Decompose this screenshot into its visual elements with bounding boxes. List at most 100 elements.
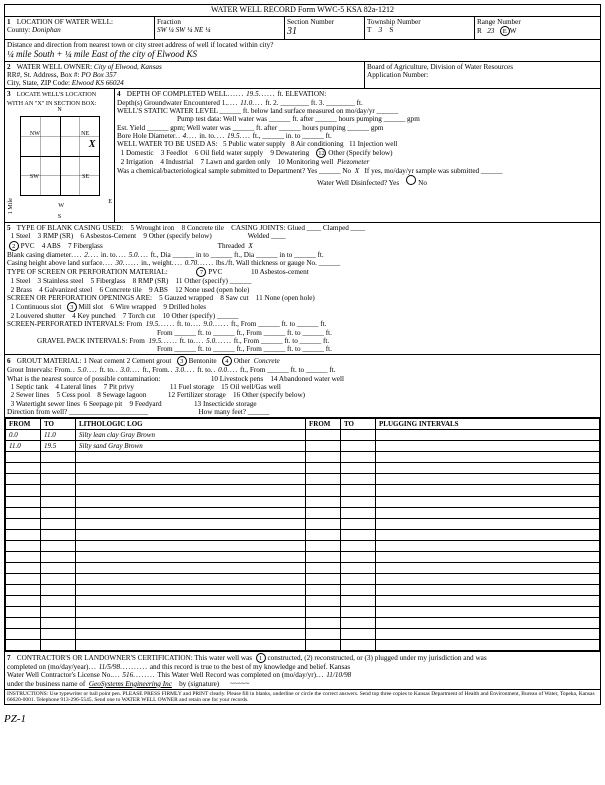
s5-sp10: 10 Other (specify) ______: [162, 312, 238, 320]
s5-sp3: Mill slot: [79, 303, 104, 311]
s6-o1: 1 Septic tank: [11, 383, 49, 391]
township-n: 3: [379, 26, 383, 34]
diag-se: SE: [82, 174, 89, 181]
s4-disinf-v: No: [418, 179, 427, 187]
s7-hdr: CONTRACTOR'S OR LANDOWNER'S CERTIFICATIO…: [17, 654, 252, 662]
s5-sc1: 1 Steel: [11, 277, 31, 285]
log-r2-d: Silty sand Gray Brown: [76, 441, 306, 452]
s6-hm: How many feet? ______: [198, 408, 269, 416]
s6-o2: 2 Sewer lines: [11, 391, 50, 399]
s6-g3: Bentonite: [189, 357, 217, 365]
s5-c2-circle: 2: [9, 241, 19, 251]
fraction-lbl: Fraction: [157, 18, 181, 26]
s4-u10: 10 Monitoring well: [278, 158, 334, 166]
log-r1-t: 11.0: [41, 430, 76, 441]
s5-c9: 9 Other (specify below): [143, 232, 211, 240]
s5-bcd2: 5.0: [129, 251, 138, 259]
s6-o16: 16 Other (specify below): [233, 391, 305, 399]
s5-num: 5: [7, 224, 15, 232]
log-r2-f: 11.0: [6, 441, 41, 452]
s7-lic: 516: [122, 671, 133, 679]
s7-o1: constructed, (2) reconstructed, or (3) p…: [267, 654, 486, 662]
s6-g3-circle: 3: [177, 356, 187, 366]
s6-o7: 7 Pit privy: [104, 383, 134, 391]
s4-u11: 11 Injection well: [349, 140, 397, 148]
s5-sc6: 6 Concrete tile: [99, 286, 141, 294]
range-w: W: [510, 27, 517, 35]
s5-sp8: 8 Saw cut: [220, 294, 248, 302]
range-ew-circle: E: [500, 26, 510, 36]
s2-num: 2: [7, 63, 15, 71]
section: 31: [287, 26, 297, 37]
log-r2-t: 19.5: [41, 441, 76, 452]
s7-biz: GeoSystems Engineering Inc: [89, 680, 172, 688]
board: Board of Agriculture, Division of Water …: [367, 63, 513, 71]
log-row: 11.0 19.5 Silty sand Gray Brown: [6, 441, 600, 452]
s5-spi-m: ft. to: [177, 320, 191, 328]
s6-gi3: 3.0: [175, 366, 184, 374]
range-n: 23: [487, 27, 494, 35]
s4-depth: 19.5: [246, 90, 259, 98]
s5-scr: TYPE OF SCREEN OR PERFORATION MATERIAL:: [7, 268, 168, 276]
s4-u2: 2 Irrigation: [121, 158, 154, 166]
s5-sc9: 9 ABS: [149, 286, 168, 294]
s4-u8: 8 Air conditioning: [291, 140, 344, 148]
s5-gpi: GRAVEL PACK INTERVALS: From: [37, 337, 145, 345]
page-footer: PZ-1: [4, 713, 601, 726]
s4-depth-u: ft. ELEVATION:: [277, 90, 326, 98]
s6-g4-circle: 4: [222, 356, 232, 366]
s5-ct-x: X: [248, 242, 252, 250]
s5-sc3: 3 Stainless steel: [38, 277, 84, 285]
s7-l2b: and this record is true to the best of m…: [150, 663, 350, 671]
s6-o3: 3 Watertight sewer lines: [11, 400, 80, 408]
s4-u1: 1 Domestic: [121, 149, 154, 157]
s6-o9: 9 Feedyard: [129, 400, 161, 408]
s6-src: What is the nearest source of possible c…: [7, 375, 161, 383]
s6-o5: 5 Cess pool: [57, 391, 91, 399]
s5-bcd-u: in. to: [101, 251, 116, 259]
range-r: R: [477, 27, 482, 35]
s6-o4: 4 Lateral lines: [55, 383, 96, 391]
s4-u12: Other (Specify below): [328, 149, 392, 157]
s7-num: 7: [7, 654, 15, 662]
s5-c2: PVC: [21, 242, 35, 250]
s7-l2a: completed on (mo/day/year): [7, 663, 88, 671]
s7-date2: 11/10/98: [326, 671, 351, 679]
township-t: T: [367, 26, 371, 34]
s3-num: 3: [7, 90, 15, 98]
s5-cw: Welded ____: [248, 232, 286, 240]
log-h2: TO: [41, 419, 76, 430]
s7-l3b: This Water Well Record was completed on …: [157, 671, 316, 679]
s6-gi-m2: ft., From: [142, 366, 167, 374]
dist: ¼ mile South + ¼ mile East of the city o…: [7, 49, 197, 59]
s5-ch-rest: lbs./ft. Wall thickness or gauge No. ___…: [216, 259, 340, 267]
s5-sc5: 5 Fiberglass: [91, 277, 126, 285]
s6-o6: 6 Seepage pit: [84, 400, 123, 408]
s1-lbl: LOCATION OF WATER WELL:: [17, 18, 113, 26]
county-lbl: County:: [7, 26, 30, 34]
s6-g-other-lbl: Other: [234, 357, 250, 365]
diag-mile: 1 Mile: [7, 198, 14, 214]
s5-sp4: 4 Key punched: [72, 312, 116, 320]
s4-u6: 6 Oil field water supply: [195, 149, 263, 157]
s4-u3: 3 Feedlot: [161, 149, 188, 157]
s6-o10: 10 Livestock pens: [211, 375, 263, 383]
s4-bore: Bore Hole Diameter: [117, 132, 175, 140]
s7-l3a: Water Well Contractor's License No.: [7, 671, 112, 679]
s7-l4b: by (signature): [179, 680, 219, 688]
s5-spi1: 19.5: [146, 320, 159, 328]
county: Doniphan: [32, 26, 61, 34]
s5-ch-w: 0.70: [185, 259, 198, 267]
s5-sc4: 4 Galvanized steel: [39, 286, 92, 294]
s4-gw1: 11.0: [240, 99, 252, 107]
s6-o13: 13 Insecticide storage: [194, 400, 257, 408]
s6-num: 6: [7, 357, 15, 365]
s5-gpi-line2: From ______ ft. to ______ ft., From ____…: [157, 345, 332, 353]
s7-o1-circle: 1: [256, 653, 266, 663]
s6-hdr: GROUT MATERIAL: 1 Neat cement 2 Cement g…: [17, 357, 172, 365]
s4-u12v: Piezometer: [337, 158, 369, 166]
log-h4: FROM: [306, 419, 341, 430]
s5-sp11: 11 None (open hole): [256, 294, 315, 302]
s6-gi-m: ft. to: [99, 366, 113, 374]
s5-sp3-circle: 3: [67, 302, 77, 312]
